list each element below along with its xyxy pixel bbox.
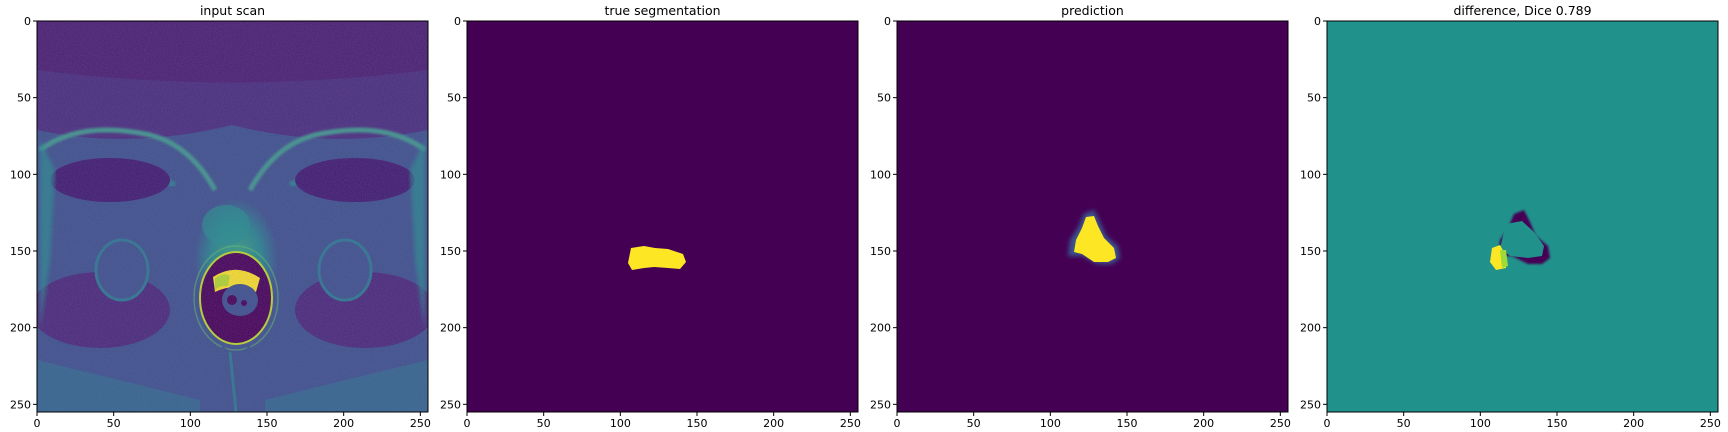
y-tick-label: 200 [1300, 322, 1321, 335]
x-tick-label: 0 [34, 417, 41, 430]
x-tick-label: 0 [894, 417, 901, 430]
x-tick-label: 200 [333, 417, 354, 430]
x-axis: 0 50 100 150 200 250 [34, 412, 431, 430]
axes-frame [466, 20, 859, 413]
y-tick-label: 50 [17, 92, 31, 105]
y-tick-label: 250 [870, 398, 891, 411]
x-axis: 0 50 100 150 200 250 [464, 412, 861, 430]
axes-frame [1326, 20, 1719, 413]
x-tick-label: 100 [1040, 417, 1061, 430]
y-tick-label: 250 [10, 398, 31, 411]
y-tick-label: 100 [870, 168, 891, 181]
y-tick-label: 150 [440, 245, 461, 258]
x-tick-label: 0 [1324, 417, 1331, 430]
x-tick-label: 50 [537, 417, 551, 430]
x-tick-label: 250 [1270, 417, 1291, 430]
x-tick-label: 100 [180, 417, 201, 430]
y-tick-label: 100 [440, 168, 461, 181]
x-tick-label: 50 [967, 417, 981, 430]
x-tick-label: 50 [1397, 417, 1411, 430]
x-tick-label: 150 [1117, 417, 1138, 430]
axes-frame [896, 20, 1289, 413]
y-axis: 0 50 100 150 200 250 [870, 15, 897, 411]
panel-title: prediction [1061, 3, 1124, 18]
y-tick-label: 150 [1300, 245, 1321, 258]
y-tick-label: 200 [440, 322, 461, 335]
y-tick-label: 0 [1314, 15, 1321, 28]
x-tick-label: 100 [1470, 417, 1491, 430]
x-tick-label: 0 [464, 417, 471, 430]
x-tick-label: 200 [763, 417, 784, 430]
y-axis: 0 50 100 150 200 250 [1300, 15, 1327, 411]
segmentation-region [628, 246, 686, 270]
axes-frame [36, 20, 429, 413]
y-tick-label: 150 [10, 245, 31, 258]
panel-prediction: prediction 0 50 100 150 200 250 0 50 100 150 200 2… [870, 3, 1291, 430]
x-axis: 0 50 100 150 200 250 [1324, 412, 1721, 430]
x-tick-label: 100 [610, 417, 631, 430]
y-tick-label: 50 [447, 92, 461, 105]
difference-overlap [1500, 221, 1544, 258]
heatmap-background [467, 21, 858, 412]
x-tick-label: 150 [257, 417, 278, 430]
x-tick-label: 200 [1193, 417, 1214, 430]
mri-image [37, 21, 428, 412]
panel-title: difference, Dice 0.789 [1453, 3, 1591, 18]
x-tick-label: 250 [840, 417, 861, 430]
y-tick-label: 0 [884, 15, 891, 28]
y-axis: 0 50 100 150 200 250 [440, 15, 467, 411]
x-axis: 0 50 100 150 200 250 [894, 412, 1291, 430]
y-tick-label: 250 [440, 398, 461, 411]
x-tick-label: 200 [1623, 417, 1644, 430]
x-tick-label: 150 [1547, 417, 1568, 430]
x-tick-label: 150 [687, 417, 708, 430]
x-tick-label: 250 [1700, 417, 1721, 430]
x-tick-label: 50 [107, 417, 121, 430]
x-tick-label: 250 [410, 417, 431, 430]
y-tick-label: 50 [1307, 92, 1321, 105]
y-tick-label: 250 [1300, 398, 1321, 411]
y-tick-label: 200 [10, 322, 31, 335]
y-axis: 0 50 100 150 200 250 [10, 15, 37, 411]
segmentation-region [1074, 216, 1116, 262]
panel-difference: difference, Dice 0.789 0 50 100 150 200 250 0… [1300, 3, 1721, 430]
panel-true-segmentation: true segmentation 0 50 100 150 200 250 0 50 100… [440, 3, 861, 430]
y-tick-label: 50 [877, 92, 891, 105]
y-tick-label: 0 [454, 15, 461, 28]
y-tick-label: 100 [10, 168, 31, 181]
panel-input-scan: input scan [10, 3, 431, 430]
y-tick-label: 100 [1300, 168, 1321, 181]
y-tick-label: 150 [870, 245, 891, 258]
y-tick-label: 200 [870, 322, 891, 335]
panel-title: input scan [200, 3, 265, 18]
y-tick-label: 0 [24, 15, 31, 28]
panel-title: true segmentation [604, 3, 720, 18]
